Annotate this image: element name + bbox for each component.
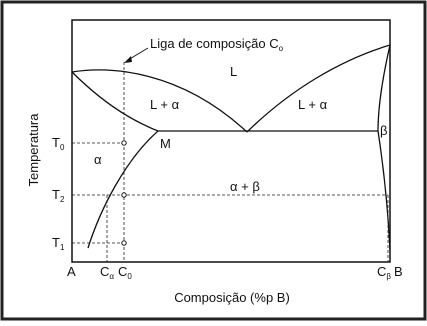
right-solidus (377, 44, 391, 132)
left-solidus (71, 71, 159, 132)
x-label: A (67, 264, 76, 279)
phase-label: α + β (230, 179, 260, 194)
x-axis-title: Composição (%p B) (174, 290, 290, 305)
beta-solvus (377, 130, 391, 251)
left-liquidus (71, 69, 248, 133)
phase-label: α (94, 152, 102, 167)
x-label: C0 (118, 264, 132, 281)
x-label: B (394, 264, 403, 279)
temperature-label: T1 (52, 235, 65, 252)
alpha-solvus (87, 130, 159, 249)
point (121, 140, 127, 146)
phase-label: β (380, 123, 387, 138)
phase-label: L + α (150, 97, 180, 112)
temperature-label: T0 (52, 135, 65, 152)
phase-label: L + α (298, 97, 328, 112)
plot-box (71, 19, 391, 263)
point (121, 192, 127, 198)
point-label: M (160, 136, 171, 151)
point (121, 240, 127, 246)
x-label: Cα (100, 264, 114, 281)
x-label: Cβ (377, 264, 391, 281)
annotation: Liga de composição Co (150, 36, 284, 53)
right-liquidus (246, 44, 391, 133)
temperature-label: T2 (52, 187, 65, 204)
arrow-head (124, 56, 132, 63)
y-axis-title: Temperatura (26, 113, 41, 187)
phase-label: L (230, 64, 237, 79)
